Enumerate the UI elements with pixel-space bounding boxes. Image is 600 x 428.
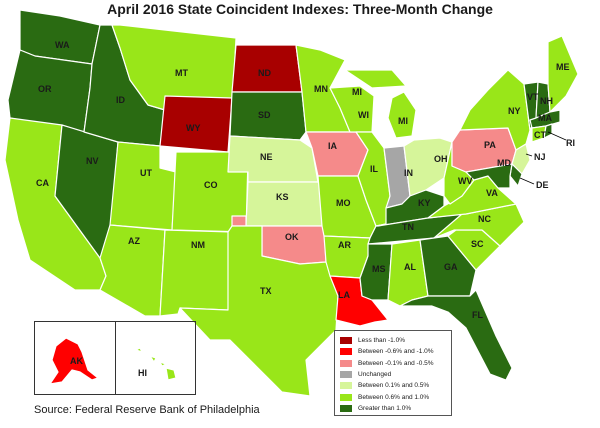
- state-HI: [135, 347, 177, 381]
- leader-line-DE: [519, 177, 535, 185]
- source-note: Source: Federal Reserve Bank of Philadel…: [34, 404, 260, 416]
- state-SD: [229, 91, 307, 141]
- label-ID: ID: [116, 95, 126, 105]
- legend-swatch: [340, 404, 352, 412]
- legend-swatch: [340, 337, 352, 345]
- label-WA: WA: [55, 40, 70, 50]
- legend-swatch: [340, 359, 352, 367]
- label-OR: OR: [38, 84, 52, 94]
- state-MI: [344, 69, 417, 139]
- map-title: April 2016 State Coincident Indexes: Thr…: [107, 1, 493, 17]
- label-UT: UT: [140, 168, 152, 178]
- label-NY: NY: [508, 106, 521, 116]
- legend-item: Between 0.6% and 1.0%: [340, 391, 447, 402]
- label-NM: NM: [191, 240, 205, 250]
- label-IL: IL: [370, 164, 379, 174]
- label-OK: OK: [285, 232, 299, 242]
- label-SC: SC: [471, 239, 484, 249]
- label-HI: HI: [138, 368, 147, 378]
- label-MO: MO: [336, 198, 351, 208]
- legend-label: Greater than 1.0%: [358, 404, 412, 412]
- label-VA: VA: [486, 188, 498, 198]
- state-TX: [179, 225, 339, 397]
- label-MT: MT: [175, 68, 188, 78]
- state-AK: [49, 337, 99, 385]
- label-SD: SD: [258, 110, 271, 120]
- label-CA: CA: [36, 178, 49, 188]
- legend-item: Greater than 1.0%: [340, 403, 447, 414]
- label-NJ: NJ: [534, 152, 546, 162]
- label-PA: PA: [484, 140, 496, 150]
- label-ME: ME: [556, 62, 570, 72]
- legend-label: Between -0.6% and -1.0%: [358, 348, 434, 356]
- label-AL: AL: [404, 262, 416, 272]
- legend-label: Unchanged: [358, 371, 392, 379]
- label-KS: KS: [276, 192, 289, 202]
- legend-label: Between 0.1% and 0.5%: [358, 382, 430, 390]
- label-NV: NV: [86, 156, 99, 166]
- label-NC: NC: [478, 214, 491, 224]
- label-VT: VT: [527, 92, 539, 102]
- label-ND: ND: [258, 68, 271, 78]
- legend-item: Between -0.1% and -0.5%: [340, 358, 447, 369]
- label-NE: NE: [260, 152, 273, 162]
- label-LA: LA: [338, 290, 350, 300]
- state-GA: [419, 235, 477, 297]
- label-MN: MN: [314, 84, 328, 94]
- label-WI: WI: [358, 110, 369, 120]
- legend-swatch: [340, 348, 352, 356]
- label-MS: MS: [372, 264, 386, 274]
- alaska-hawaii-inset-frame: [34, 321, 196, 395]
- label-TX: TX: [260, 286, 272, 296]
- legend: Less than -1.0% Between -0.6% and -1.0% Be…: [334, 330, 452, 416]
- label-TN: TN: [402, 222, 414, 232]
- legend-swatch: [340, 371, 352, 379]
- leader-line-RI: [547, 131, 567, 141]
- legend-item: Between -0.6% and -1.0%: [340, 346, 447, 357]
- legend-label: Between 0.6% and 1.0%: [358, 393, 430, 401]
- state-labels: WA OR CA NV ID MT WY UT CO AZ NM ND SD N…: [36, 40, 575, 378]
- legend-swatch: [340, 382, 352, 390]
- label-CT: CT: [534, 130, 546, 140]
- label-MA: MA: [538, 113, 552, 123]
- label-NH: NH: [540, 96, 553, 106]
- label-AZ: AZ: [128, 236, 140, 246]
- label-MD: MD: [497, 158, 511, 168]
- state-KS: [245, 181, 323, 227]
- legend-item: Less than -1.0%: [340, 335, 447, 346]
- label-MI: MI: [398, 116, 408, 126]
- label-AK: AK: [70, 356, 83, 366]
- legend-swatch: [340, 393, 352, 401]
- label-RI: RI: [566, 138, 575, 148]
- legend-label: Between -0.1% and -0.5%: [358, 359, 434, 367]
- label-WY: WY: [186, 123, 201, 133]
- legend-item: Between 0.1% and 0.5%: [340, 380, 447, 391]
- leader-line-NJ: [525, 153, 533, 157]
- state-MD: [465, 163, 513, 189]
- label-CO: CO: [204, 180, 218, 190]
- label-OH: OH: [434, 154, 448, 164]
- state-UT: [109, 141, 177, 231]
- inset-divider: [115, 322, 116, 394]
- legend-label: Less than -1.0%: [358, 337, 405, 345]
- legend-item: Unchanged: [340, 369, 447, 380]
- label-IN: IN: [404, 168, 413, 178]
- label-WV: WV: [458, 176, 473, 186]
- label-DE: DE: [536, 180, 549, 190]
- label-AR: AR: [338, 240, 351, 250]
- state-FL: [399, 289, 513, 381]
- label-KY: KY: [418, 198, 431, 208]
- label-GA: GA: [444, 262, 458, 272]
- label-FL: FL: [472, 310, 483, 320]
- label-MI: MI: [352, 87, 362, 97]
- label-IA: IA: [328, 141, 338, 151]
